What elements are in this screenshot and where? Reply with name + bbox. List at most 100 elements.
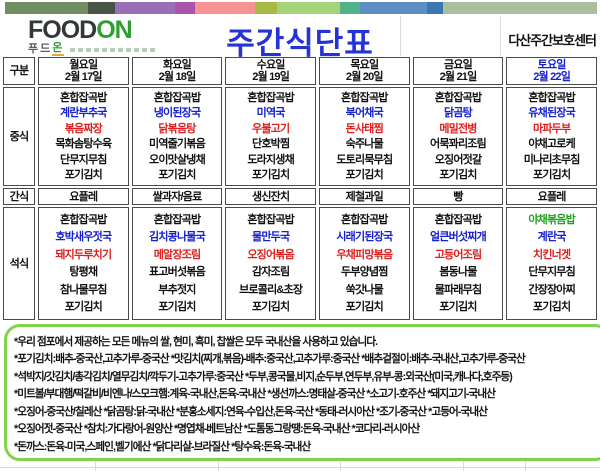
dinner-cell-sat[interactable]: 야채볶음밥 계란국 치킨너겟 단무지무침 간장장아찌 포기김치 (506, 207, 597, 320)
menu-item: 야채고로케 (528, 138, 575, 151)
day-header-cell-sat[interactable]: 토요일 2월 22일 (506, 57, 597, 85)
lunch-cell-fri[interactable]: 혼합잡곡밥 닭곰탕 메밀전병 어묵꽈리조림 오징어젓갈 포기김치 (412, 87, 504, 186)
day-name: 목요일 (350, 58, 379, 71)
snack-cell-sat[interactable]: 요플레 (506, 188, 597, 205)
row-label-snack[interactable]: 간식 (3, 188, 35, 205)
row-label-text: 석식 (9, 257, 29, 270)
day-name: 금요일 (444, 58, 473, 71)
menu-item: 고등어조림 (434, 248, 482, 261)
menu-item: 물파래무침 (434, 283, 482, 296)
menu-item: 미역국 (256, 107, 286, 120)
row-label-text: 간식 (9, 190, 29, 203)
gridline (0, 467, 600, 468)
menu-item: 감자조림 (252, 266, 290, 279)
menu-item: 포기김치 (533, 169, 571, 182)
lunch-cell-tue[interactable]: 혼합잡곡밥 냉이된장국 닭볶음탕 미역줄기볶음 오이맛살냉채 포기김치 (131, 87, 223, 186)
menu-item: 미나리초무침 (523, 153, 581, 166)
day-header-cell-fri[interactable]: 금요일 2월 21일 (412, 57, 504, 85)
origin-note-line: *오징어젓-중국산 *참치:가다랑어-원양산 *명엽채-베트남산 *도톰동그랑땡… (14, 423, 420, 435)
menu-item: 혼합잡곡밥 (341, 91, 388, 104)
menu-item: 포기김치 (158, 301, 196, 314)
dinner-cell-mon[interactable]: 혼합잡곡밥 호박새우젓국 돼지두루치기 탕평채 참나물무침 포기김치 (38, 207, 129, 320)
decorative-bar-segment (5, 2, 88, 14)
dinner-cell-fri[interactable]: 혼합잡곡밥 얼큰버섯찌개 고등어조림 봄동나물 물파래무침 포기김치 (412, 207, 504, 320)
menu-item: 야채볶음밥 (528, 213, 575, 226)
menu-item: 탕평채 (69, 266, 98, 279)
day-header-cell-wed[interactable]: 수요일 2월 19일 (225, 57, 316, 85)
menu-item: 목화솜탕수육 (55, 138, 112, 151)
menu-item: 마파두부 (533, 122, 571, 135)
origin-note-line: *오징어-중국산/칠레산 *닭곰탕:닭-국내산 *분홍소세지:연육-수입산,돈육… (14, 405, 488, 418)
gridline (463, 455, 464, 471)
day-date: 2월 22일 (533, 71, 571, 84)
day-header-cell-thu[interactable]: 목요일 2월 20일 (318, 57, 410, 85)
menu-item: 유채된장국 (528, 107, 575, 120)
logo-subtitle: 푸드 온 (28, 43, 198, 56)
lunch-cell-wed[interactable]: 혼합잡곡밥 미역국 우불고기 단호박찜 도라지생채 포기김치 (225, 87, 316, 186)
logo-text-primary: FOOD (28, 16, 97, 44)
day-name: 수요일 (256, 58, 286, 71)
menu-item: 단호박찜 (252, 138, 290, 151)
gridline (340, 455, 341, 471)
menu-item: 우불고기 (252, 122, 290, 135)
origin-note-line: *석박지/갓김치/총각김치/열무김치/깍두기-고추가루:중국산 *두부,콩국물,… (14, 370, 513, 383)
snack-cell-mon[interactable]: 요플레 (38, 188, 129, 205)
menu-item: 포기김치 (252, 169, 290, 182)
snack-cell-fri[interactable]: 빵 (412, 188, 504, 205)
row-label-lunch[interactable]: 중식 (3, 87, 35, 186)
menu-item: 메밀전병 (439, 122, 477, 135)
snack-cell-tue[interactable]: 쌀과자/음료 (131, 188, 223, 205)
menu-item: 오징어볶음 (247, 248, 294, 261)
menu-item: 단무지무침 (528, 266, 575, 279)
menu-item: 브로콜리&초장 (239, 283, 303, 296)
lunch-cell-mon[interactable]: 혼합잡곡밥 계란부추국 볶음짜장 목화솜탕수육 단무지무침 포기김치 (38, 87, 129, 186)
dinner-cell-wed[interactable]: 혼합잡곡밥 물만두국 오징어볶음 감자조림 브로콜리&초장 포기김치 (225, 207, 316, 320)
logo-text-accent: ON (96, 16, 132, 44)
gridline (500, 16, 501, 56)
dinner-cell-tue[interactable]: 혼합잡곡밥 김치콩나물국 메알장조림 표고버섯볶음 부추젓지 포기김치 (131, 207, 223, 320)
menu-item: 계란부추국 (60, 107, 107, 120)
menu-item: 치킨너겟 (533, 248, 571, 261)
menu-item: 포기김치 (439, 169, 477, 182)
menu-item: 호박새우젓국 (55, 231, 112, 244)
corner-cell[interactable]: 구분 (3, 57, 35, 85)
logo-tagline-decoration (70, 47, 157, 52)
menu-item: 물만두국 (252, 231, 290, 244)
menu-item: 오징어젓갈 (434, 153, 482, 166)
menu-item: 포기김치 (345, 169, 384, 182)
decorative-color-bar (5, 2, 597, 14)
row-label-dinner[interactable]: 석식 (3, 207, 35, 320)
menu-table: 구분 월요일 2월 17일 화요일 2월 18일 수요일 2월 19일 목요일 2월 20일 금요… (3, 57, 597, 320)
snack-cell-thu[interactable]: 제철과일 (318, 188, 410, 205)
menu-item: 간장장아찌 (528, 283, 575, 296)
menu-item: 얼큰버섯찌개 (430, 231, 487, 244)
snack-item: 쌀과자/음료 (152, 190, 203, 203)
menu-item: 포기김치 (158, 169, 196, 182)
menu-item: 혼합잡곡밥 (528, 91, 575, 104)
day-header-cell-mon[interactable]: 월요일 2월 17일 (38, 57, 129, 85)
logo-subtitle-accent: 온 (52, 42, 65, 56)
menu-item: 혼합잡곡밥 (60, 91, 107, 104)
decorative-bar-segment (340, 2, 360, 14)
menu-item: 도라지생채 (247, 153, 294, 166)
origin-note-line: *돈까스:돈육-미국,스페인,벨기에산 *닭다리살-브라질산 *탕수육:돈육-국… (14, 440, 311, 453)
center-name: 다산주간보호센터 (508, 33, 597, 48)
decorative-bar-segment (427, 2, 443, 14)
page-title: 주간식단표 (226, 26, 374, 61)
dinner-cell-thu[interactable]: 혼합잡곡밥 시래기된장국 우채피망볶음 두부양념찜 쑥갓나물 포기김치 (318, 207, 410, 320)
snack-item: 요플레 (537, 190, 567, 203)
day-name: 월요일 (69, 58, 98, 71)
snack-item: 요플레 (69, 190, 98, 203)
snack-cell-wed[interactable]: 생신잔치 (225, 188, 316, 205)
menu-item: 쑥갓나물 (345, 283, 384, 296)
menu-item: 도토리묵무침 (336, 153, 393, 166)
menu-item: 닭곰탕 (444, 107, 473, 120)
decorative-bar-segment (195, 2, 255, 14)
corner-label: 구분 (9, 65, 29, 77)
day-header-cell-tue[interactable]: 화요일 2월 18일 (131, 57, 223, 85)
day-date: 2월 21일 (439, 71, 478, 84)
lunch-cell-thu[interactable]: 혼합잡곡밥 북어채국 돈사태찜 숙주나물 도토리묵무침 포기김치 (318, 87, 410, 186)
day-date: 2월 18일 (158, 71, 197, 84)
day-name: 토요일 (537, 58, 567, 71)
